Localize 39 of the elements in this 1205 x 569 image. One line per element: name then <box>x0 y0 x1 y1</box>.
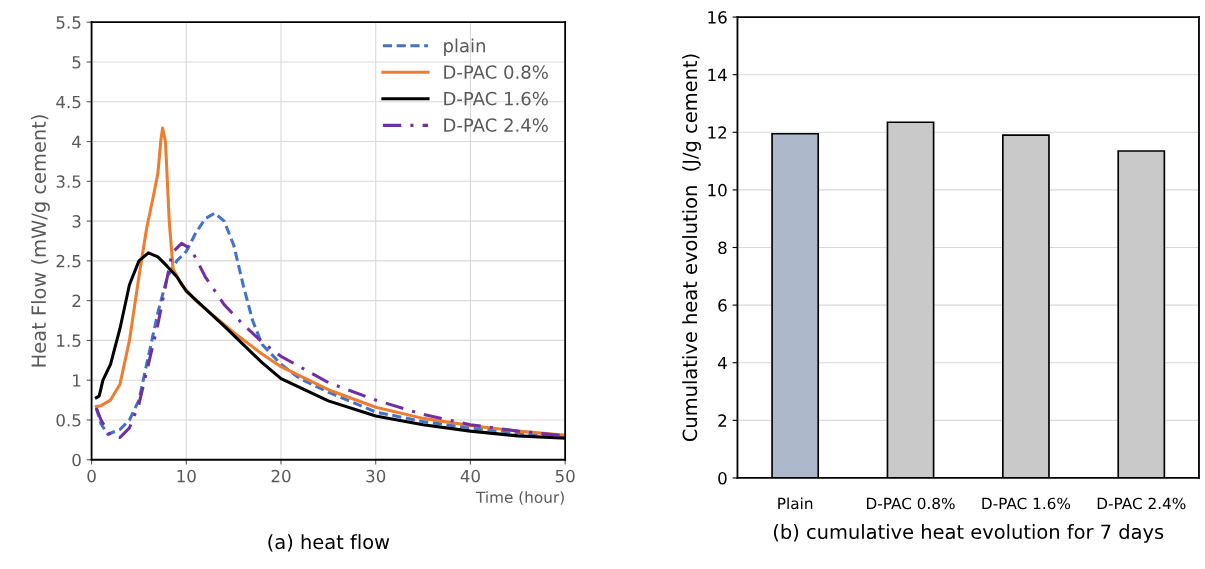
text: (b) cumulative heat evolution for 7 days <box>773 524 1164 543</box>
y-tick-label: 2 <box>718 414 727 427</box>
legend-label: D-PAC 2.4% <box>444 118 548 132</box>
y-tick-label: 8 <box>718 241 727 255</box>
x-tick-label: 30 <box>366 469 386 483</box>
x-tick-label: 40 <box>460 469 480 483</box>
y-tick-label: 3.5 <box>56 175 81 188</box>
y-tick-label: 3 <box>72 215 81 228</box>
x-tick-label: 10 <box>177 469 196 483</box>
y-tick-label: 16 <box>708 11 727 24</box>
y-tick-label: 0 <box>72 453 81 467</box>
y-tick-label: 0.5 <box>56 413 81 427</box>
legend-label: D-PAC 1.6% <box>444 91 548 106</box>
y-tick-label: 6 <box>718 299 727 312</box>
x-tick-label: D-PAC 0.8% <box>867 497 955 510</box>
text: (a) heat flow <box>268 534 390 552</box>
legend-label: D-PAC 0.8% <box>444 65 548 79</box>
x-tick-label: D-PAC 2.4% <box>1097 497 1186 510</box>
y-tick-label: 10 <box>708 183 727 197</box>
x-tick-label: D-PAC 1.6% <box>982 497 1071 510</box>
y-tick-label: 5 <box>72 56 81 69</box>
y-tick-label: 14 <box>708 68 727 82</box>
x-axis-title: Time (hour) <box>475 491 564 505</box>
y-tick-label: 2.5 <box>56 254 81 268</box>
y-tick-label: 12 <box>708 126 727 139</box>
y-tick-label: 1 <box>73 374 81 387</box>
y-tick-label: 4.5 <box>56 95 81 109</box>
y-axis-title: Heat Flow (mW/g cement) <box>30 115 50 367</box>
x-tick-label: 20 <box>271 469 291 483</box>
y-tick-label: 4 <box>72 135 81 148</box>
legend-label: plain <box>444 38 485 56</box>
y-tick-label: 1.5 <box>57 334 81 347</box>
y-tick-label: 2 <box>72 294 81 307</box>
y-tick-label: 5.5 <box>56 16 81 29</box>
y-axis-title: Cumulative heat evolution (J/g cement) <box>682 54 701 442</box>
y-tick-label: 4 <box>717 356 727 370</box>
x-tick-label: 50 <box>555 469 575 483</box>
x-tick-label: Plain <box>778 497 813 510</box>
x-tick-label: 0 <box>87 469 96 483</box>
